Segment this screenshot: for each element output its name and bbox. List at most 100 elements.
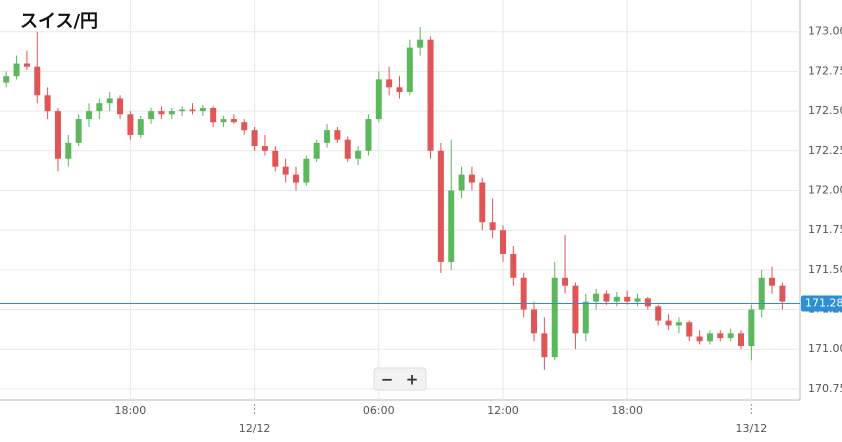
candle-body xyxy=(634,298,641,302)
candle-body xyxy=(334,130,341,140)
candle-body xyxy=(137,119,144,135)
candle-body xyxy=(769,277,776,286)
candle-body xyxy=(727,333,734,339)
candle-body xyxy=(665,320,672,326)
candle-body xyxy=(44,95,51,112)
y-tick-label: 170.750 xyxy=(808,382,842,395)
candle-body xyxy=(655,306,662,321)
candle-body xyxy=(179,109,186,112)
y-tick-label: 172.500 xyxy=(808,104,842,117)
candle-body xyxy=(448,190,455,262)
candle-body xyxy=(510,253,517,278)
candle-body xyxy=(437,150,444,262)
candle-body xyxy=(396,87,403,93)
x-tick-label: 06:00 xyxy=(363,404,395,417)
x-tick-label: 18:00 xyxy=(611,404,643,417)
candle-body xyxy=(706,333,713,342)
x-tick-label: 12:00 xyxy=(487,404,519,417)
zoom-out[interactable]: − xyxy=(381,371,394,389)
last-price-label: 171.288 xyxy=(805,296,842,309)
candle-body xyxy=(3,76,10,83)
candle-body xyxy=(427,39,434,151)
candle-body xyxy=(241,122,248,131)
candle-body xyxy=(117,98,124,115)
candle-body xyxy=(582,301,589,334)
zoom-controls: − + xyxy=(373,367,427,391)
candle-body xyxy=(696,336,703,342)
candle-body xyxy=(479,182,486,223)
candle-body xyxy=(199,107,206,112)
candle-body xyxy=(355,150,362,159)
candle-body xyxy=(613,296,620,302)
candle-body xyxy=(644,298,651,307)
candle-body xyxy=(13,63,20,77)
y-tick-label: 171.750 xyxy=(808,223,842,236)
candle-body xyxy=(230,119,237,123)
candle-body xyxy=(96,103,103,112)
candle-body xyxy=(251,130,258,147)
candle-body xyxy=(148,111,155,120)
candle-body xyxy=(75,119,82,143)
candle-body xyxy=(758,277,765,310)
y-tick-label: 173.000 xyxy=(808,25,842,38)
candle-body xyxy=(541,333,548,358)
candle-body xyxy=(386,79,393,88)
candle-body xyxy=(562,277,569,286)
candle-body xyxy=(624,296,631,302)
candle-body xyxy=(375,79,382,120)
y-tick-label: 172.750 xyxy=(808,64,842,77)
candle-body xyxy=(23,63,30,67)
candle-body xyxy=(158,111,165,115)
candle-body xyxy=(189,109,196,112)
candle-body xyxy=(458,174,465,191)
candle-body xyxy=(675,322,682,326)
candle-body xyxy=(168,111,175,115)
grid xyxy=(0,0,800,400)
x-tick-label: 13/12 xyxy=(736,422,768,435)
candle-body xyxy=(261,146,268,151)
candle-body xyxy=(531,309,538,334)
y-tick-label: 172.000 xyxy=(808,183,842,196)
candle-body xyxy=(220,119,227,123)
candle-body xyxy=(551,277,558,358)
candle-body xyxy=(738,333,745,347)
candle-body xyxy=(303,158,310,183)
candle-body xyxy=(54,111,61,159)
candles xyxy=(3,26,786,370)
candle-body xyxy=(686,322,693,337)
candle-body xyxy=(499,230,506,254)
candle-body xyxy=(406,47,413,93)
candle-body xyxy=(365,119,372,151)
y-tick-label: 172.250 xyxy=(808,144,842,157)
candle-body xyxy=(324,130,331,143)
candle-body xyxy=(717,333,724,339)
candle-body xyxy=(748,309,755,347)
last-price-box xyxy=(801,295,842,312)
y-tick-label: 171.000 xyxy=(808,342,842,355)
candle-body xyxy=(272,150,279,167)
candle-body xyxy=(572,285,579,334)
zoom-in[interactable]: + xyxy=(406,371,419,389)
y-tick-label: 171.500 xyxy=(808,263,842,276)
candle-body xyxy=(106,98,113,104)
candle-body xyxy=(65,142,72,159)
candle-body xyxy=(417,39,424,48)
candle-body xyxy=(344,139,351,159)
candle-body xyxy=(210,107,217,123)
zoom-box xyxy=(373,367,427,391)
x-tick-label: 18:00 xyxy=(115,404,147,417)
candle-body xyxy=(34,66,41,96)
candle-body xyxy=(489,222,496,231)
candle-body xyxy=(593,293,600,302)
chart-title: スイス/円 xyxy=(20,11,98,32)
candle-body xyxy=(779,285,786,302)
candle-body xyxy=(520,277,527,310)
candle-body xyxy=(292,174,299,183)
candle-body xyxy=(603,293,610,302)
candle-body xyxy=(86,111,93,120)
candle-body xyxy=(313,142,320,159)
x-tick-label: 12/12 xyxy=(239,422,271,435)
candle-body xyxy=(468,174,475,183)
candle-body xyxy=(127,114,134,135)
